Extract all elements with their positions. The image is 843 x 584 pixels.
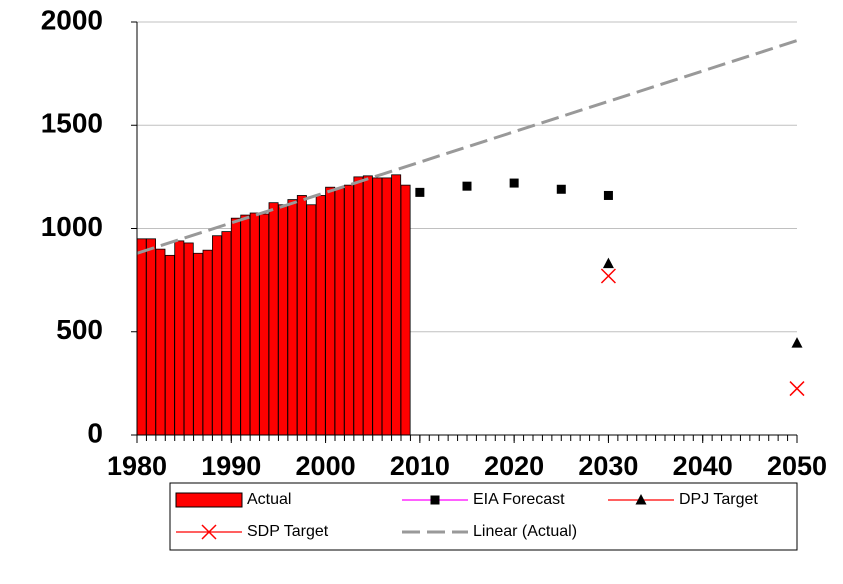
bar <box>325 186 336 436</box>
bar <box>287 199 298 436</box>
x-tick-label: 2020 <box>484 451 544 481</box>
marker <box>603 190 613 200</box>
bar <box>381 177 392 436</box>
x-tick-label: 2030 <box>578 451 638 481</box>
legend-label: Actual <box>247 491 291 508</box>
y-tick-label: 500 <box>56 314 103 345</box>
x-tick-label: 2040 <box>673 451 733 481</box>
bar <box>362 175 373 436</box>
legend-label: DPJ Target <box>679 491 758 508</box>
bar <box>296 195 307 436</box>
legend-label: SDP Target <box>247 523 329 540</box>
marker <box>600 268 616 284</box>
marker <box>602 257 614 269</box>
bar <box>146 238 156 436</box>
marker <box>789 381 805 397</box>
y-tick-label: 2000 <box>41 4 103 35</box>
bar <box>212 235 222 436</box>
legend-swatch <box>175 492 243 508</box>
bar <box>278 204 288 436</box>
bar <box>202 249 213 436</box>
bar <box>391 174 402 436</box>
x-tick-label: 2000 <box>296 451 356 481</box>
bar <box>259 213 270 436</box>
bar <box>230 217 241 436</box>
marker <box>509 178 519 188</box>
marker <box>635 494 647 505</box>
bar <box>183 242 194 436</box>
bar <box>268 202 279 436</box>
trend-line <box>136 39 798 255</box>
legend: Actual EIA Forecast DPJ Target SDP Target Li… <box>169 482 798 551</box>
bar <box>193 252 204 436</box>
legend-box <box>169 482 798 551</box>
legend-label: EIA Forecast <box>473 491 565 508</box>
bar <box>344 184 354 436</box>
bar <box>372 177 383 436</box>
bar <box>400 184 411 436</box>
marker <box>791 337 803 348</box>
bar <box>174 240 185 436</box>
x-tick-label: 1980 <box>107 451 167 481</box>
legend-label: Linear (Actual) <box>473 523 577 540</box>
bar <box>353 176 364 436</box>
marker <box>415 187 425 197</box>
bar <box>136 238 147 436</box>
marker <box>556 184 566 194</box>
marker <box>462 181 472 191</box>
y-tick-label: 0 <box>87 417 103 448</box>
marker <box>201 524 217 540</box>
marker <box>430 495 440 505</box>
bar <box>249 212 260 436</box>
bar <box>164 254 175 436</box>
bar <box>240 214 251 436</box>
bar <box>306 204 317 436</box>
y-tick-label: 1000 <box>41 211 103 242</box>
x-tick-label: 1990 <box>201 451 261 481</box>
bar <box>315 195 326 436</box>
bar <box>155 248 166 436</box>
y-tick-label: 1500 <box>41 108 103 139</box>
x-tick-label: 2050 <box>767 451 827 481</box>
bar <box>221 231 232 436</box>
x-tick-label: 2010 <box>390 451 450 481</box>
bar <box>334 187 345 436</box>
